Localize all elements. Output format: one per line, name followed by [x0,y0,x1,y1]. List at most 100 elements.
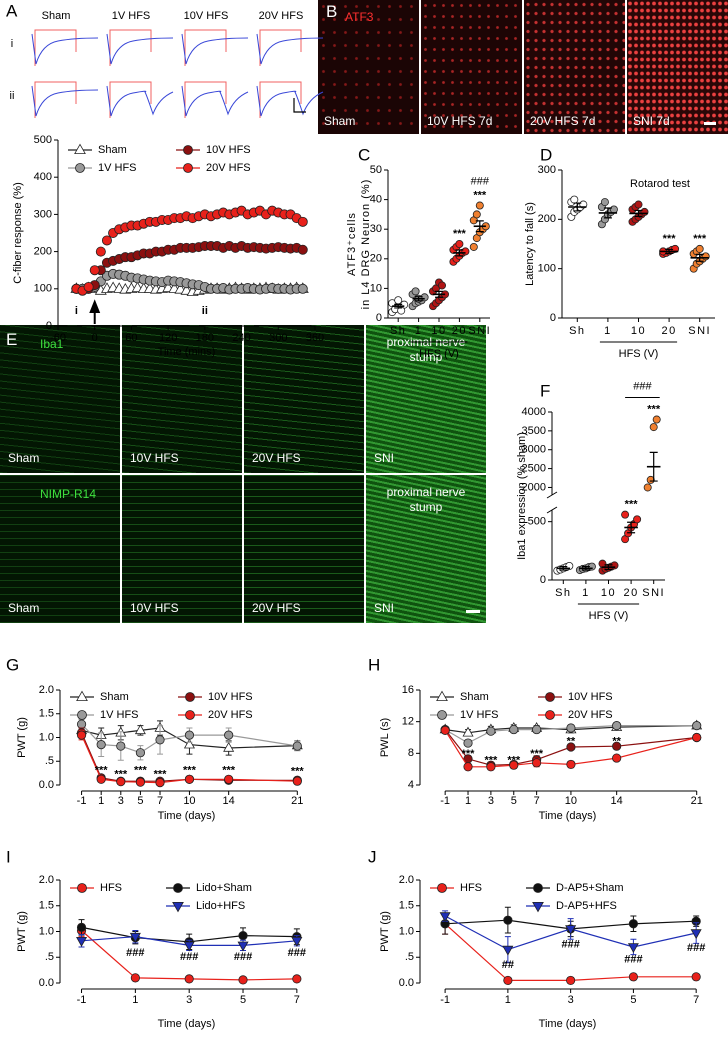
legend-label: D-AP5+Sham [556,882,624,894]
legend-marker [74,143,86,155]
trace-step [34,29,77,66]
x-tick-label: 1 [98,795,104,807]
data-point [237,941,249,952]
legend-marker [532,902,544,913]
y-tick-label: 0 [550,312,556,324]
trace-row-label: ii [10,90,15,102]
image-tile: Sham [0,475,120,623]
x-tick-label: 21 [691,795,703,807]
annotation: ## [502,959,514,971]
image-tile: 10V HFS [122,475,242,623]
legend-marker [545,692,555,702]
data-point [155,778,165,788]
y-tick-label: 1.0 [399,925,414,937]
trace-step [34,81,77,118]
annotation: ### [633,380,652,392]
data-point [612,741,622,751]
annotation: ### [288,947,306,959]
y-axis-label: Iba1 expression (% sham) [516,432,528,560]
annotation: ### [234,951,252,963]
error-bar [455,249,464,257]
x-tick-label: 1 [415,325,423,337]
image-tile: Sham [0,325,120,473]
x-tick-label: 360 [306,332,324,344]
legend-label: 1V HFS [98,162,137,174]
annotation: *** [134,765,148,777]
y-axis-label: Latency to fall (s) [524,202,536,286]
x-axis-label: Time (days) [158,1018,216,1030]
data-point [566,759,576,770]
data-point [612,721,622,731]
y-axis-label: PWT (g) [16,911,28,952]
tile-label: 20V HFS [252,451,301,465]
annotation: *** [693,233,707,245]
annotation: ** [567,735,576,747]
annotation: ii [202,305,208,317]
data-point [627,943,639,954]
x-axis-label: Time (days) [539,810,597,822]
y-tick-label: 0 [540,574,546,586]
data-point [509,724,519,735]
data-point [633,515,642,524]
x-tick-label: 1 [505,994,511,1006]
data-point [224,730,234,740]
y-tick-label: 10 [370,282,382,294]
data-point [183,941,195,952]
legend-label: 1V HFS [100,709,139,721]
y-axis-label: PWT (g) [379,911,391,952]
trace-step [259,29,302,66]
data-point [646,475,655,484]
annotation: ### [624,954,642,966]
panel-letter: C [358,145,370,164]
x-tick-label: 20 [661,325,676,337]
data-point [692,732,702,743]
data-point [184,974,194,984]
data-point [455,239,464,248]
error-bar [604,564,613,571]
data-point [184,774,195,784]
data-point [155,735,165,745]
data-point [411,287,420,296]
tile-label: Sham [324,114,356,128]
data-point [532,724,542,735]
annotation: *** [507,754,521,766]
image-tile: SNI proximal nerve stump [366,475,486,623]
x-tick-label: SNI [468,325,491,337]
error-bar [573,202,582,212]
data-point [565,925,577,936]
data-point [76,922,87,932]
y-axis-label: ATF3⁺cells [346,212,358,276]
y-tick-label: 1.0 [39,731,54,743]
y-tick-label: 1.5 [399,900,414,912]
legend-marker [77,710,87,720]
group-label: HFS (V) [619,348,659,360]
y-axis-label: PWL (s) [379,718,391,757]
data-point [135,777,146,787]
y-tick-label: 300 [34,208,52,220]
y-tick-label: .5 [405,951,414,963]
tile-label: Sham [8,601,40,615]
x-tick-label: Sh [390,325,406,337]
y-tick-label: 4000 [522,406,546,418]
data-point [649,423,658,432]
annotation: *** [484,754,498,766]
x-tick-label: 300 [269,332,287,344]
data-point [486,726,496,736]
trace-column-label: 20V HFS [259,10,304,22]
x-tick-label: 20 [452,325,467,337]
trace-column-label: 10V HFS [184,10,229,22]
data-point [76,719,87,729]
image-tile: SNI proximal nerve stump [366,325,486,473]
y-axis-label: in L4 DRG Neuron (%) [360,179,372,310]
legend-marker [172,902,184,913]
legend-marker [173,883,183,893]
x-tick-label: 3 [186,994,192,1006]
x-tick-label: -60 [50,332,66,344]
image-tile: SNI 7d [627,0,728,134]
legend-label: HFS [460,882,482,894]
data-point [297,244,308,255]
data-point [238,931,248,941]
x-tick-label: 7 [534,795,540,807]
data-point [532,758,542,768]
data-point [116,741,126,751]
